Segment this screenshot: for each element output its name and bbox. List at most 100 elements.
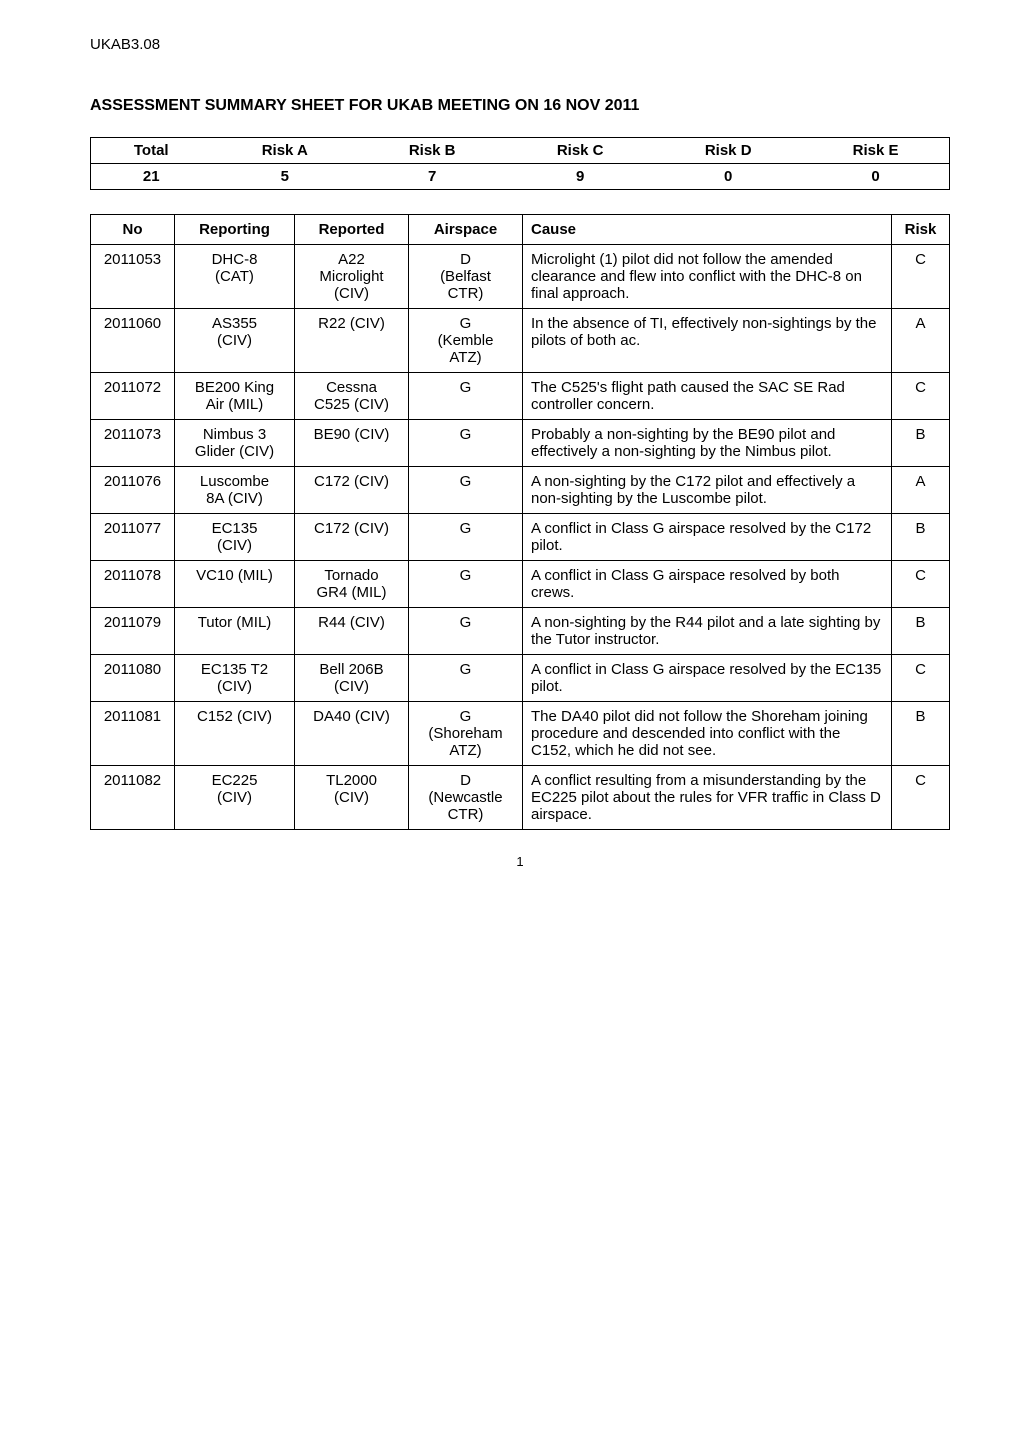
cell-cause: The C525's flight path caused the SAC SE… (523, 373, 892, 420)
table-row: 2011060AS355(CIV)R22 (CIV)G(KembleATZ)In… (91, 309, 950, 373)
summary-header-risk-e: Risk E (802, 138, 949, 164)
summary-value-risk-c: 9 (506, 164, 654, 190)
summary-header-risk-a: Risk A (211, 138, 358, 164)
cell-reported: TL2000(CIV) (295, 766, 409, 830)
cell-cause: A conflict in Class G airspace resolved … (523, 655, 892, 702)
cell-reported: CessnaC525 (CIV) (295, 373, 409, 420)
cell-airspace: G (409, 420, 523, 467)
cell-risk: C (892, 766, 950, 830)
table-row: 2011081C152 (CIV)DA40 (CIV)G(ShorehamATZ… (91, 702, 950, 766)
summary-value-risk-b: 7 (358, 164, 506, 190)
summary-header-risk-c: Risk C (506, 138, 654, 164)
table-row: 2011082EC225(CIV)TL2000(CIV)D(NewcastleC… (91, 766, 950, 830)
table-row: 2011080EC135 T2(CIV)Bell 206B(CIV)GA con… (91, 655, 950, 702)
table-row: 2011073Nimbus 3Glider (CIV)BE90 (CIV)GPr… (91, 420, 950, 467)
cell-risk: B (892, 608, 950, 655)
summary-value-risk-d: 0 (654, 164, 802, 190)
page-title: ASSESSMENT SUMMARY SHEET FOR UKAB MEETIN… (90, 97, 950, 115)
cell-reporting: DHC-8(CAT) (175, 245, 295, 309)
cell-airspace: G (409, 561, 523, 608)
assessment-table: No Reporting Reported Airspace Cause Ris… (90, 214, 950, 830)
cell-airspace: D(NewcastleCTR) (409, 766, 523, 830)
cell-reported: R44 (CIV) (295, 608, 409, 655)
cell-reporting: Nimbus 3Glider (CIV) (175, 420, 295, 467)
cell-airspace: G (409, 373, 523, 420)
assessment-header-row: No Reporting Reported Airspace Cause Ris… (91, 215, 950, 245)
cell-risk: C (892, 655, 950, 702)
cell-cause: Microlight (1) pilot did not follow the … (523, 245, 892, 309)
col-header-risk: Risk (892, 215, 950, 245)
col-header-reporting: Reporting (175, 215, 295, 245)
cell-reporting: Luscombe8A (CIV) (175, 467, 295, 514)
cell-no: 2011082 (91, 766, 175, 830)
cell-reporting: C152 (CIV) (175, 702, 295, 766)
summary-header-risk-d: Risk D (654, 138, 802, 164)
cell-reporting: BE200 KingAir (MIL) (175, 373, 295, 420)
cell-risk: C (892, 245, 950, 309)
cell-risk: B (892, 702, 950, 766)
summary-header-total: Total (91, 138, 212, 164)
table-row: 2011076Luscombe8A (CIV)C172 (CIV)GA non-… (91, 467, 950, 514)
cell-cause: A conflict in Class G airspace resolved … (523, 514, 892, 561)
summary-header-risk-b: Risk B (358, 138, 506, 164)
page-number: 1 (90, 854, 950, 869)
summary-value-total: 21 (91, 164, 212, 190)
doc-id: UKAB3.08 (90, 36, 950, 53)
cell-risk: B (892, 514, 950, 561)
cell-reported: C172 (CIV) (295, 467, 409, 514)
cell-airspace: G (409, 467, 523, 514)
cell-risk: A (892, 309, 950, 373)
summary-header-row: Total Risk A Risk B Risk C Risk D Risk E (91, 138, 950, 164)
cell-cause: A conflict resulting from a misunderstan… (523, 766, 892, 830)
table-row: 2011078VC10 (MIL)TornadoGR4 (MIL)GA conf… (91, 561, 950, 608)
cell-cause: In the absence of TI, effectively non-si… (523, 309, 892, 373)
table-row: 2011079Tutor (MIL)R44 (CIV)GA non-sighti… (91, 608, 950, 655)
cell-reporting: AS355(CIV) (175, 309, 295, 373)
cell-cause: The DA40 pilot did not follow the Shoreh… (523, 702, 892, 766)
cell-reported: TornadoGR4 (MIL) (295, 561, 409, 608)
cell-reporting: Tutor (MIL) (175, 608, 295, 655)
summary-values-row: 21 5 7 9 0 0 (91, 164, 950, 190)
cell-cause: A non-sighting by the R44 pilot and a la… (523, 608, 892, 655)
cell-airspace: G (409, 608, 523, 655)
table-row: 2011072BE200 KingAir (MIL)CessnaC525 (CI… (91, 373, 950, 420)
cell-reporting: EC135 T2(CIV) (175, 655, 295, 702)
col-header-no: No (91, 215, 175, 245)
cell-cause: A non-sighting by the C172 pilot and eff… (523, 467, 892, 514)
cell-cause: A conflict in Class G airspace resolved … (523, 561, 892, 608)
col-header-reported: Reported (295, 215, 409, 245)
cell-cause: Probably a non-sighting by the BE90 pilo… (523, 420, 892, 467)
cell-no: 2011080 (91, 655, 175, 702)
cell-risk: C (892, 373, 950, 420)
cell-airspace: G(KembleATZ) (409, 309, 523, 373)
cell-risk: B (892, 420, 950, 467)
cell-no: 2011081 (91, 702, 175, 766)
page: UKAB3.08 ASSESSMENT SUMMARY SHEET FOR UK… (0, 0, 1020, 899)
cell-reporting: VC10 (MIL) (175, 561, 295, 608)
cell-reported: C172 (CIV) (295, 514, 409, 561)
cell-reported: Bell 206B(CIV) (295, 655, 409, 702)
cell-airspace: G (409, 655, 523, 702)
col-header-cause: Cause (523, 215, 892, 245)
cell-airspace: G (409, 514, 523, 561)
cell-reporting: EC135(CIV) (175, 514, 295, 561)
cell-airspace: G(ShorehamATZ) (409, 702, 523, 766)
cell-reported: R22 (CIV) (295, 309, 409, 373)
cell-no: 2011053 (91, 245, 175, 309)
cell-no: 2011073 (91, 420, 175, 467)
cell-reported: BE90 (CIV) (295, 420, 409, 467)
cell-risk: C (892, 561, 950, 608)
cell-risk: A (892, 467, 950, 514)
cell-reported: DA40 (CIV) (295, 702, 409, 766)
cell-airspace: D(BelfastCTR) (409, 245, 523, 309)
col-header-airspace: Airspace (409, 215, 523, 245)
cell-no: 2011077 (91, 514, 175, 561)
cell-reported: A22Microlight(CIV) (295, 245, 409, 309)
cell-reporting: EC225(CIV) (175, 766, 295, 830)
cell-no: 2011060 (91, 309, 175, 373)
risk-summary-table: Total Risk A Risk B Risk C Risk D Risk E… (90, 137, 950, 190)
cell-no: 2011078 (91, 561, 175, 608)
cell-no: 2011076 (91, 467, 175, 514)
cell-no: 2011079 (91, 608, 175, 655)
table-row: 2011053DHC-8(CAT)A22Microlight(CIV)D(Bel… (91, 245, 950, 309)
